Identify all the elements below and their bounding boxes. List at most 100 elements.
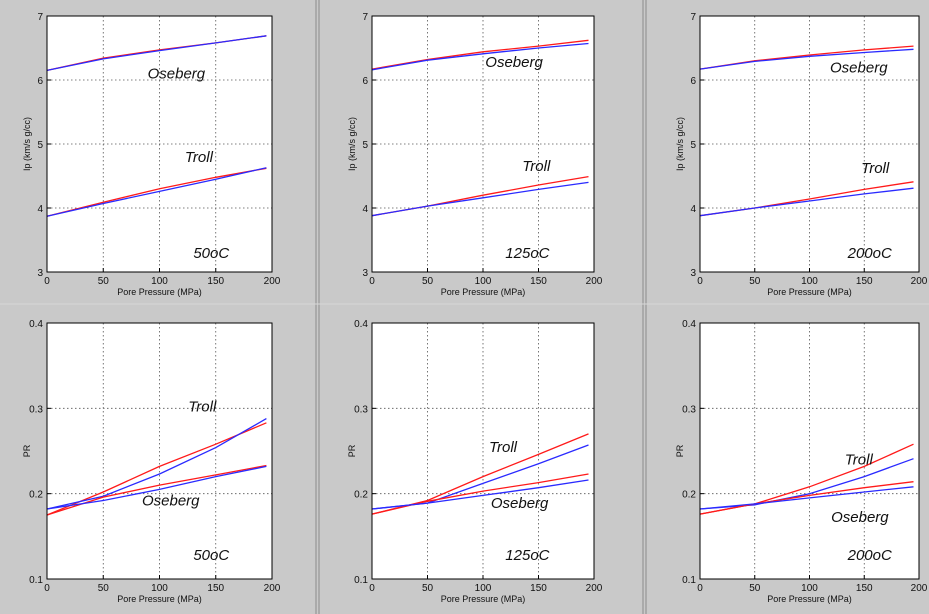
y-axis-label: Ip (km/s g/cc) xyxy=(347,117,357,171)
series-line-red-2 xyxy=(699,481,914,515)
y-tick-label: 4 xyxy=(690,204,696,215)
x-tick-label: 100 xyxy=(475,583,492,594)
x-tick-label: 0 xyxy=(44,583,50,594)
axes-frame xyxy=(699,15,920,273)
chart-panel-pr-125: 0 50 100 150 200 0.1 0.2 0.3 0.4 Pore Pressure (M… xyxy=(347,319,603,604)
y-tick-label: 7 xyxy=(37,12,43,23)
y-tick-label: 4 xyxy=(362,204,368,215)
x-tick-label: 200 xyxy=(264,583,281,594)
x-tick-label: 150 xyxy=(856,276,873,287)
x-tick-label: 0 xyxy=(44,276,50,287)
y-tick-label: 5 xyxy=(37,140,43,151)
y-tick-label: 5 xyxy=(690,140,696,151)
x-tick-label: 200 xyxy=(586,276,603,287)
y-tick-label: 6 xyxy=(690,76,696,87)
x-tick-label: 0 xyxy=(369,583,375,594)
annotation-label: Troll xyxy=(845,452,874,469)
y-axis-label: Ip (km/s g/cc) xyxy=(675,117,685,171)
y-tick-label: 7 xyxy=(362,12,368,23)
chart-panel-ip-125: 0 50 100 150 200 3 4 5 6 7 Pore Pressure (MPa) Ip (… xyxy=(347,12,603,297)
x-tick-label: 100 xyxy=(475,276,492,287)
x-tick-label: 50 xyxy=(422,583,434,594)
annotation-label: Troll xyxy=(489,439,518,456)
y-tick-label: 0.3 xyxy=(29,404,43,415)
y-tick-label: 7 xyxy=(690,12,696,23)
y-tick-label: 0.2 xyxy=(29,490,43,501)
axes-frame xyxy=(371,15,595,273)
x-tick-label: 50 xyxy=(749,583,761,594)
chart-panel-ip-50: 0 50 100 150 200 3 4 5 6 7 Pore Pressure (MPa) Ip (… xyxy=(22,12,281,297)
annotation-label: 200oC xyxy=(847,547,892,564)
x-axis-label: Pore Pressure (MPa) xyxy=(117,594,202,604)
series-line-blue-1 xyxy=(46,35,267,72)
y-tick-label: 6 xyxy=(37,76,43,87)
x-axis-label: Pore Pressure (MPa) xyxy=(767,594,852,604)
series-line-blue-3 xyxy=(46,167,267,217)
chart-panel-pr-200: 0 50 100 150 200 0.1 0.2 0.3 0.4 Pore Pressure (M… xyxy=(675,319,928,604)
series-line-blue-1 xyxy=(46,418,267,510)
x-tick-label: 50 xyxy=(98,276,110,287)
y-tick-label: 6 xyxy=(362,76,368,87)
y-tick-label: 0.1 xyxy=(354,575,368,586)
annotation-label: Oseberg xyxy=(831,509,889,526)
y-tick-label: 0.2 xyxy=(354,490,368,501)
x-tick-label: 200 xyxy=(911,583,928,594)
y-tick-label: 3 xyxy=(690,268,696,279)
x-tick-label: 150 xyxy=(207,583,224,594)
y-tick-label: 0.3 xyxy=(682,404,696,415)
annotation-label: 50oC xyxy=(193,547,229,564)
x-tick-label: 50 xyxy=(98,583,110,594)
y-axis-label: PR xyxy=(22,444,32,457)
annotation-label: 200oC xyxy=(847,245,892,262)
series-line-blue-1 xyxy=(371,42,589,71)
y-tick-label: 5 xyxy=(362,140,368,151)
y-tick-label: 0.2 xyxy=(682,490,696,501)
x-tick-label: 200 xyxy=(586,583,603,594)
y-tick-label: 3 xyxy=(362,268,368,279)
x-tick-label: 200 xyxy=(911,276,928,287)
axes-frame xyxy=(699,322,920,580)
y-tick-label: 0.1 xyxy=(29,575,43,586)
series-line-red-0 xyxy=(46,422,267,516)
annotation-label: Oseberg xyxy=(148,66,206,83)
series-line-blue-3 xyxy=(46,465,267,510)
x-tick-label: 100 xyxy=(801,583,818,594)
axes-frame xyxy=(46,322,273,580)
panel-separator-1 xyxy=(315,0,320,614)
y-tick-label: 3 xyxy=(37,268,43,279)
axes-frame xyxy=(46,15,273,273)
annotation-label: 125oC xyxy=(505,547,549,564)
series-line-blue-1 xyxy=(699,48,914,70)
annotation-label: Troll xyxy=(185,149,214,166)
chart-panel-pr-50: 0 50 100 150 200 0.1 0.2 0.3 0.4 Pore Pressure (M… xyxy=(22,319,281,604)
series-line-blue-3 xyxy=(699,486,914,510)
y-axis-label: PR xyxy=(347,444,357,457)
x-axis-label: Pore Pressure (MPa) xyxy=(441,287,526,297)
annotation-label: Oseberg xyxy=(142,493,200,510)
y-tick-label: 0.3 xyxy=(354,404,368,415)
annotation-label: Oseberg xyxy=(485,54,543,71)
panel-separator-2 xyxy=(642,0,647,614)
y-axis-label: PR xyxy=(675,444,685,457)
y-axis-label: Ip (km/s g/cc) xyxy=(22,117,32,171)
x-tick-label: 0 xyxy=(697,583,703,594)
annotation-label: Oseberg xyxy=(830,59,888,76)
y-tick-label: 0.4 xyxy=(354,319,368,330)
y-tick-label: 0.4 xyxy=(29,319,43,330)
x-tick-label: 150 xyxy=(530,276,547,287)
series-line-red-2 xyxy=(46,167,267,217)
annotation-label: Troll xyxy=(188,399,217,416)
x-tick-label: 150 xyxy=(207,276,224,287)
x-tick-label: 100 xyxy=(151,276,168,287)
y-tick-label: 4 xyxy=(37,204,43,215)
axes-frame xyxy=(371,322,595,580)
x-tick-label: 50 xyxy=(422,276,434,287)
x-tick-label: 50 xyxy=(749,276,761,287)
x-tick-label: 150 xyxy=(856,583,873,594)
series-line-red-0 xyxy=(371,39,589,70)
annotation-label: 125oC xyxy=(505,245,549,262)
y-tick-label: 0.1 xyxy=(682,575,696,586)
annotation-label: Troll xyxy=(522,158,551,175)
x-axis-label: Pore Pressure (MPa) xyxy=(117,287,202,297)
